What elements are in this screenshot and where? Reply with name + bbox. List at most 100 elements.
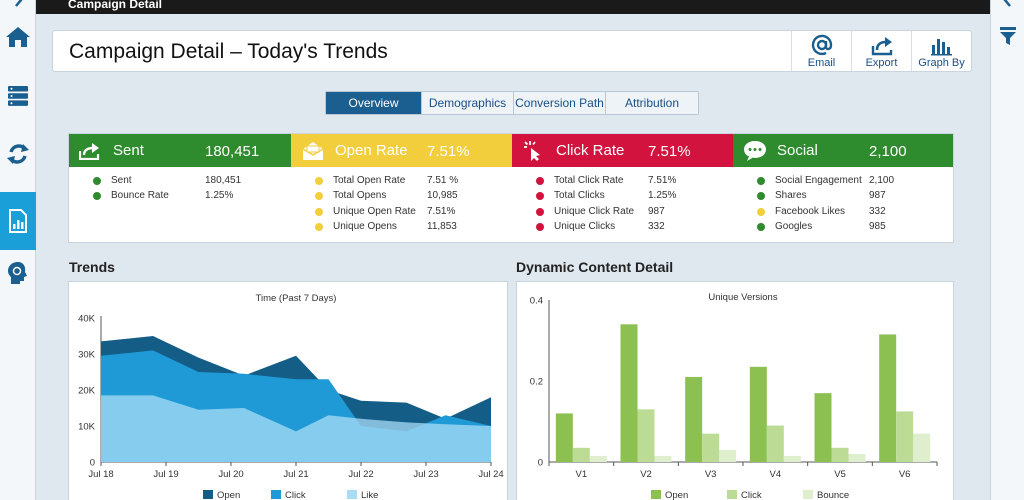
- kpi-row-value: 7.51%: [648, 175, 677, 186]
- bar-bounce-v3: [719, 449, 737, 462]
- legend-swatch-open: [651, 490, 661, 499]
- status-dot: [536, 207, 544, 216]
- kpi-row: Googles 985: [733, 220, 953, 235]
- page-header: Campaign Detail – Today's Trends Email E…: [52, 30, 972, 72]
- bar-bounce-v2: [654, 455, 672, 462]
- kpi-row-value: 985: [869, 220, 886, 232]
- tab-demographics[interactable]: Demographics: [422, 92, 514, 114]
- left-sidebar: [0, 0, 36, 500]
- export-label: Export: [865, 57, 898, 69]
- kpi-row: Total Opens 10,985: [291, 189, 512, 204]
- status-dot: [757, 222, 765, 231]
- chevron-left-icon[interactable]: [991, 0, 1024, 14]
- trends-chart-card: Time (Past 7 Days) 0 10K 20K 30K 40K Jul 18 Jul…: [68, 281, 508, 500]
- legend-label-click: Click: [285, 490, 306, 500]
- chevron-right-icon[interactable]: [0, 0, 36, 14]
- legend-label-like: Like: [361, 490, 378, 500]
- kpi-open-rate-title: Open Rate: [335, 142, 408, 159]
- right-sidebar: [990, 0, 1024, 500]
- kpi-sent: Sent 180,451 Sent 180,451 Bounce Rate 1.25…: [69, 134, 291, 242]
- legend-swatch-open: [203, 490, 213, 499]
- kpi-row: Unique Clicks 332: [512, 220, 733, 235]
- kpi-row-label: Unique Opens: [333, 220, 397, 232]
- envelope-open-icon: [301, 141, 331, 161]
- x-tick-label: V4: [770, 469, 782, 480]
- status-dot: [757, 207, 765, 216]
- graph-by-label: Graph By: [918, 57, 965, 69]
- status-dot: [536, 177, 544, 185]
- x-tick-label: V6: [899, 469, 911, 480]
- kpi-row-value: 11,853: [427, 220, 457, 232]
- email-label: Email: [807, 57, 836, 69]
- legend-label-click: Click: [741, 490, 762, 500]
- kpi-row-value: 332: [869, 205, 886, 217]
- kpi-open-rate-value: 7.51%: [427, 143, 470, 160]
- home-icon[interactable]: [0, 15, 36, 59]
- kpi-row-label: Sent: [111, 175, 132, 186]
- kpi-row-label: Unique Open Rate: [333, 205, 416, 217]
- legend-label-open: Open: [217, 490, 240, 500]
- bar-open-v6: [879, 334, 897, 462]
- kpi-row-label: Shares: [775, 190, 807, 202]
- kpi-row: Total Click Rate 7.51%: [512, 174, 733, 189]
- kpi-row-label: Social Engagement: [775, 175, 862, 186]
- x-tick-label: Jul 23: [413, 469, 438, 480]
- kpi-row-value: 7.51%: [427, 205, 456, 217]
- kpi-row: Total Clicks 1.25%: [512, 189, 733, 204]
- legend-label-bounce: Bounce: [817, 490, 849, 500]
- email-button[interactable]: Email: [791, 31, 851, 71]
- report-icon[interactable]: [0, 192, 36, 250]
- kpi-row-value: 1.25%: [205, 190, 234, 202]
- kpi-row: Facebook Likes 332: [733, 205, 953, 220]
- kpi-click-rate: Click Rate 7.51% Total Click Rate 7.51% T…: [512, 134, 733, 242]
- at-icon: [811, 34, 832, 56]
- status-dot: [93, 177, 101, 185]
- kpi-row-value: 7.51 %: [427, 175, 459, 186]
- trends-area-chart: Time (Past 7 Days) 0 10K 20K 30K 40K Jul 18 Jul…: [78, 293, 504, 500]
- status-dot: [315, 207, 323, 216]
- graph-by-button[interactable]: Graph By: [911, 31, 971, 71]
- bar-open-v2: [620, 324, 638, 462]
- y-tick-label: 0.4: [530, 296, 543, 307]
- kpi-row-value: 1.25%: [648, 190, 677, 202]
- server-icon[interactable]: [0, 74, 36, 118]
- legend-label-open: Open: [665, 490, 688, 500]
- status-dot: [315, 177, 323, 185]
- filter-icon[interactable]: [991, 14, 1024, 58]
- x-tick-label: V3: [705, 469, 717, 480]
- kpi-click-rate-header: Click Rate 7.51%: [512, 134, 733, 167]
- kpi-row-value: 332: [648, 220, 665, 232]
- status-dot: [757, 177, 765, 185]
- export-icon: [871, 37, 892, 56]
- kpi-row: Total Open Rate 7.51 %: [291, 174, 512, 189]
- legend-swatch-click: [271, 490, 281, 499]
- window-title: Campaign Detail: [68, 0, 163, 11]
- dynamic-content-chart-card: Unique Versions 0 0.2 0.4 V1 V2 V3 V4 V5 V6 Open Cl…: [516, 281, 954, 500]
- kpi-row-value: 2,100: [869, 175, 895, 186]
- bar-bounce-v5: [848, 453, 866, 462]
- tab-overview[interactable]: Overview: [326, 92, 422, 114]
- kpi-row-label: Googles: [775, 220, 813, 232]
- kpi-row-label: Unique Click Rate: [554, 205, 635, 217]
- bar-click-v6: [896, 411, 914, 462]
- y-tick-label: 0.2: [530, 377, 543, 388]
- dynamic-content-section-title: Dynamic Content Detail: [516, 259, 674, 275]
- area-series-like: [101, 395, 491, 462]
- x-tick-label: Jul 21: [283, 469, 308, 480]
- x-tick-label: Jul 20: [218, 469, 243, 480]
- export-button[interactable]: Export: [851, 31, 911, 71]
- chart-title: Time (Past 7 Days): [256, 293, 337, 304]
- kpi-row-label: Total Clicks: [554, 190, 605, 202]
- y-tick-label: 10K: [78, 422, 96, 433]
- x-tick-label: V1: [576, 469, 588, 480]
- tab-conversion-path[interactable]: Conversion Path: [514, 92, 606, 114]
- refresh-icon[interactable]: [0, 132, 36, 176]
- kpi-row: Bounce Rate 1.25%: [69, 189, 291, 204]
- send-icon: [79, 142, 109, 160]
- legend-swatch-like: [347, 490, 357, 499]
- bar-click-v3: [702, 433, 720, 462]
- head-idea-icon[interactable]: [0, 251, 36, 295]
- kpi-sent-header: Sent 180,451: [69, 134, 291, 167]
- tab-attribution[interactable]: Attribution: [624, 96, 680, 110]
- kpi-open-rate-header: Open Rate 7.51%: [291, 134, 512, 167]
